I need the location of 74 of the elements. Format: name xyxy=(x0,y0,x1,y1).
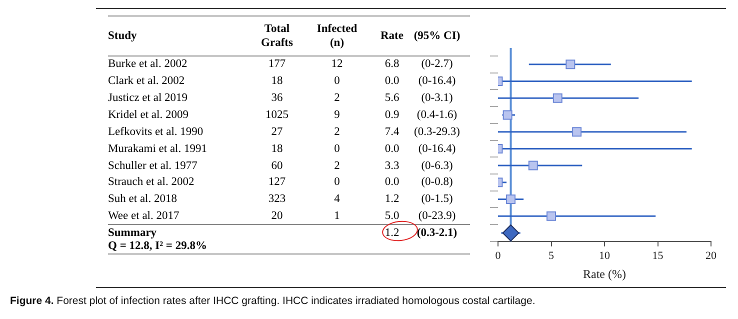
text: Suh et al. 2018 xyxy=(108,193,177,206)
text: 60 xyxy=(270,158,284,173)
x-tick-label: 5 xyxy=(548,250,554,262)
data-label: 0.0 xyxy=(384,176,400,188)
text: 27 xyxy=(270,124,284,139)
text: Summary xyxy=(108,226,157,239)
text: 1.2 xyxy=(384,226,400,239)
data-label: 0.0 xyxy=(384,142,400,155)
text: (0-23.9) xyxy=(418,210,456,222)
text: Murakami et al. 1991 xyxy=(108,142,208,155)
data-label: 5.6 xyxy=(384,92,400,104)
text: Lefkovits et al. 1990 xyxy=(108,126,204,138)
text: Total Grafts xyxy=(261,23,293,49)
data-label: 7.4 xyxy=(384,126,400,138)
text: Kridel et al. 2009 xyxy=(108,108,188,121)
point xyxy=(566,60,576,70)
point xyxy=(502,110,512,120)
point xyxy=(528,160,538,170)
x-tick-label: 0 xyxy=(495,250,502,262)
text: Burke et al. 2002 xyxy=(108,58,188,70)
text: 9 xyxy=(333,108,341,122)
text: (0-3.1) xyxy=(421,92,453,104)
text: Rate xyxy=(380,30,404,42)
data-label: 5.0 xyxy=(384,210,400,222)
text: 4 xyxy=(333,192,341,206)
text: Wee et al. 2017 xyxy=(108,210,180,222)
x-tick-label: 15 xyxy=(652,250,664,262)
text: 2 xyxy=(333,91,341,106)
point xyxy=(546,211,556,221)
text: (0.3-29.3) xyxy=(414,126,460,138)
text: 18 xyxy=(270,74,284,88)
text: Clark et al. 2002 xyxy=(108,75,185,88)
data-label: 0.9 xyxy=(384,108,400,121)
x-axis-title: Rate (%) xyxy=(583,266,626,281)
point xyxy=(506,194,516,204)
text: (0.4-1.6) xyxy=(416,108,458,121)
text: 2 xyxy=(333,158,341,173)
point xyxy=(552,93,562,103)
data-label: 0.0 xyxy=(384,75,400,88)
text: Infected (n) xyxy=(316,22,358,50)
data-label: 3.3 xyxy=(384,160,400,172)
text: (0-1.5) xyxy=(421,193,453,206)
text: 36 xyxy=(270,91,284,106)
text: (0-2.7) xyxy=(421,58,453,70)
caption: Figure 4. Forest plot of infection rates after IHCC grafting. IHCC indicates irradiated homologous costal cartilage. xyxy=(10,295,536,307)
text: (0-0.8) xyxy=(421,176,453,188)
text: 0 xyxy=(333,74,341,88)
text: 177 xyxy=(267,57,287,72)
data-label: 6.8 xyxy=(384,58,400,70)
text: Strauch et al. 2002 xyxy=(108,176,194,188)
text: Justicz et al 2019 xyxy=(108,92,188,104)
text: Study xyxy=(108,30,137,42)
text: 1025 xyxy=(264,108,290,122)
text: 0 xyxy=(333,142,341,156)
text: 2 xyxy=(333,124,341,139)
text: 12 xyxy=(330,57,344,72)
x-tick-label: 10 xyxy=(599,250,610,262)
text: (0.3-2.1) xyxy=(416,226,458,239)
text: (95% CI) xyxy=(414,30,460,42)
text: Q = 12.8, I² = 29.8% xyxy=(108,238,208,253)
point xyxy=(572,127,582,137)
x-tick-label: 20 xyxy=(706,250,717,262)
text: 1 xyxy=(333,209,341,224)
text: 0 xyxy=(333,175,341,190)
text: (0-6.3) xyxy=(421,160,453,172)
text: (0-16.4) xyxy=(418,75,456,88)
text: 127 xyxy=(267,175,287,190)
text: Schuller et al. 1977 xyxy=(108,160,198,172)
text: (0-16.4) xyxy=(418,142,456,155)
text: 323 xyxy=(267,192,287,206)
point xyxy=(502,224,520,242)
data-label: 1.2 xyxy=(384,193,400,206)
text: 18 xyxy=(270,142,284,156)
text: 20 xyxy=(270,209,284,224)
